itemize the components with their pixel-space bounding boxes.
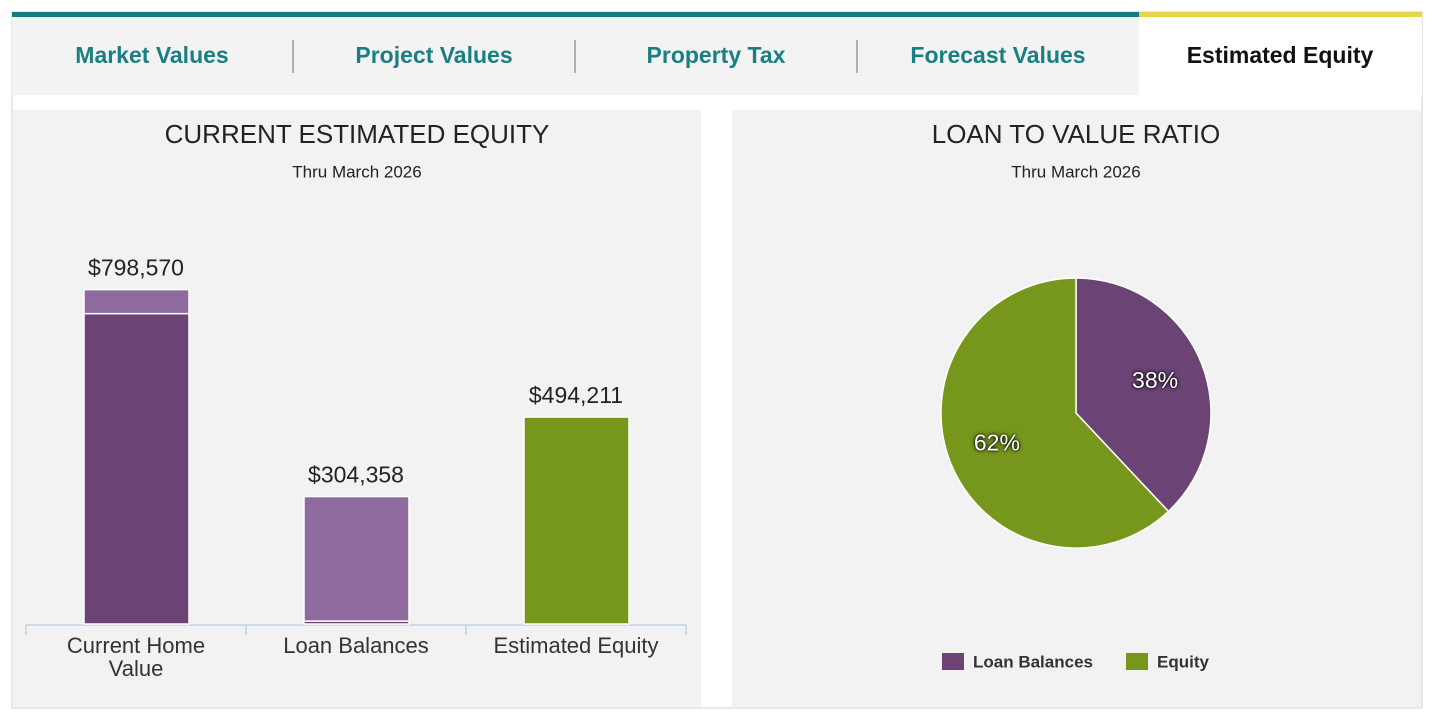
- tab[interactable]: Market Values: [75, 42, 228, 68]
- pie-label: 38%: [1132, 367, 1178, 393]
- legend-label: Equity: [1157, 652, 1209, 671]
- legend-swatch: [942, 653, 964, 670]
- bar-total-label: $304,358: [308, 462, 404, 488]
- bar-total-label: $798,570: [88, 255, 184, 281]
- active-tab-accent: [1139, 12, 1422, 17]
- pie-slice: [1075, 277, 1212, 513]
- x-tick-label: Loan Balances: [283, 633, 429, 658]
- tab[interactable]: Forecast Values: [910, 42, 1085, 68]
- active-tab: [1139, 17, 1422, 95]
- tab[interactable]: Estimated Equity: [1187, 42, 1374, 68]
- legend-label: Loan Balances: [973, 652, 1093, 671]
- tab[interactable]: Property Tax: [647, 42, 786, 68]
- x-tick-label: Current Home Value: [66, 633, 206, 681]
- bar-segment: [523, 416, 630, 625]
- tab-bar-accent: [12, 12, 1139, 17]
- tab[interactable]: Project Values: [355, 42, 512, 68]
- bar-segment: [83, 312, 190, 625]
- chart-title: LOAN TO VALUE RATIO: [932, 119, 1221, 149]
- chart-subtitle: Thru March 2026: [292, 162, 421, 181]
- bar-segment: [303, 495, 410, 622]
- pie-label: 62%: [974, 429, 1020, 455]
- bar-segment: [83, 288, 190, 315]
- chart-title: CURRENT ESTIMATED EQUITY: [165, 119, 550, 149]
- legend-swatch: [1126, 653, 1148, 670]
- chart-subtitle: Thru March 2026: [1011, 162, 1140, 181]
- bar-total-label: $494,211: [529, 382, 623, 408]
- x-tick-label: Estimated Equity: [493, 633, 659, 658]
- pie-slice: [940, 277, 1170, 549]
